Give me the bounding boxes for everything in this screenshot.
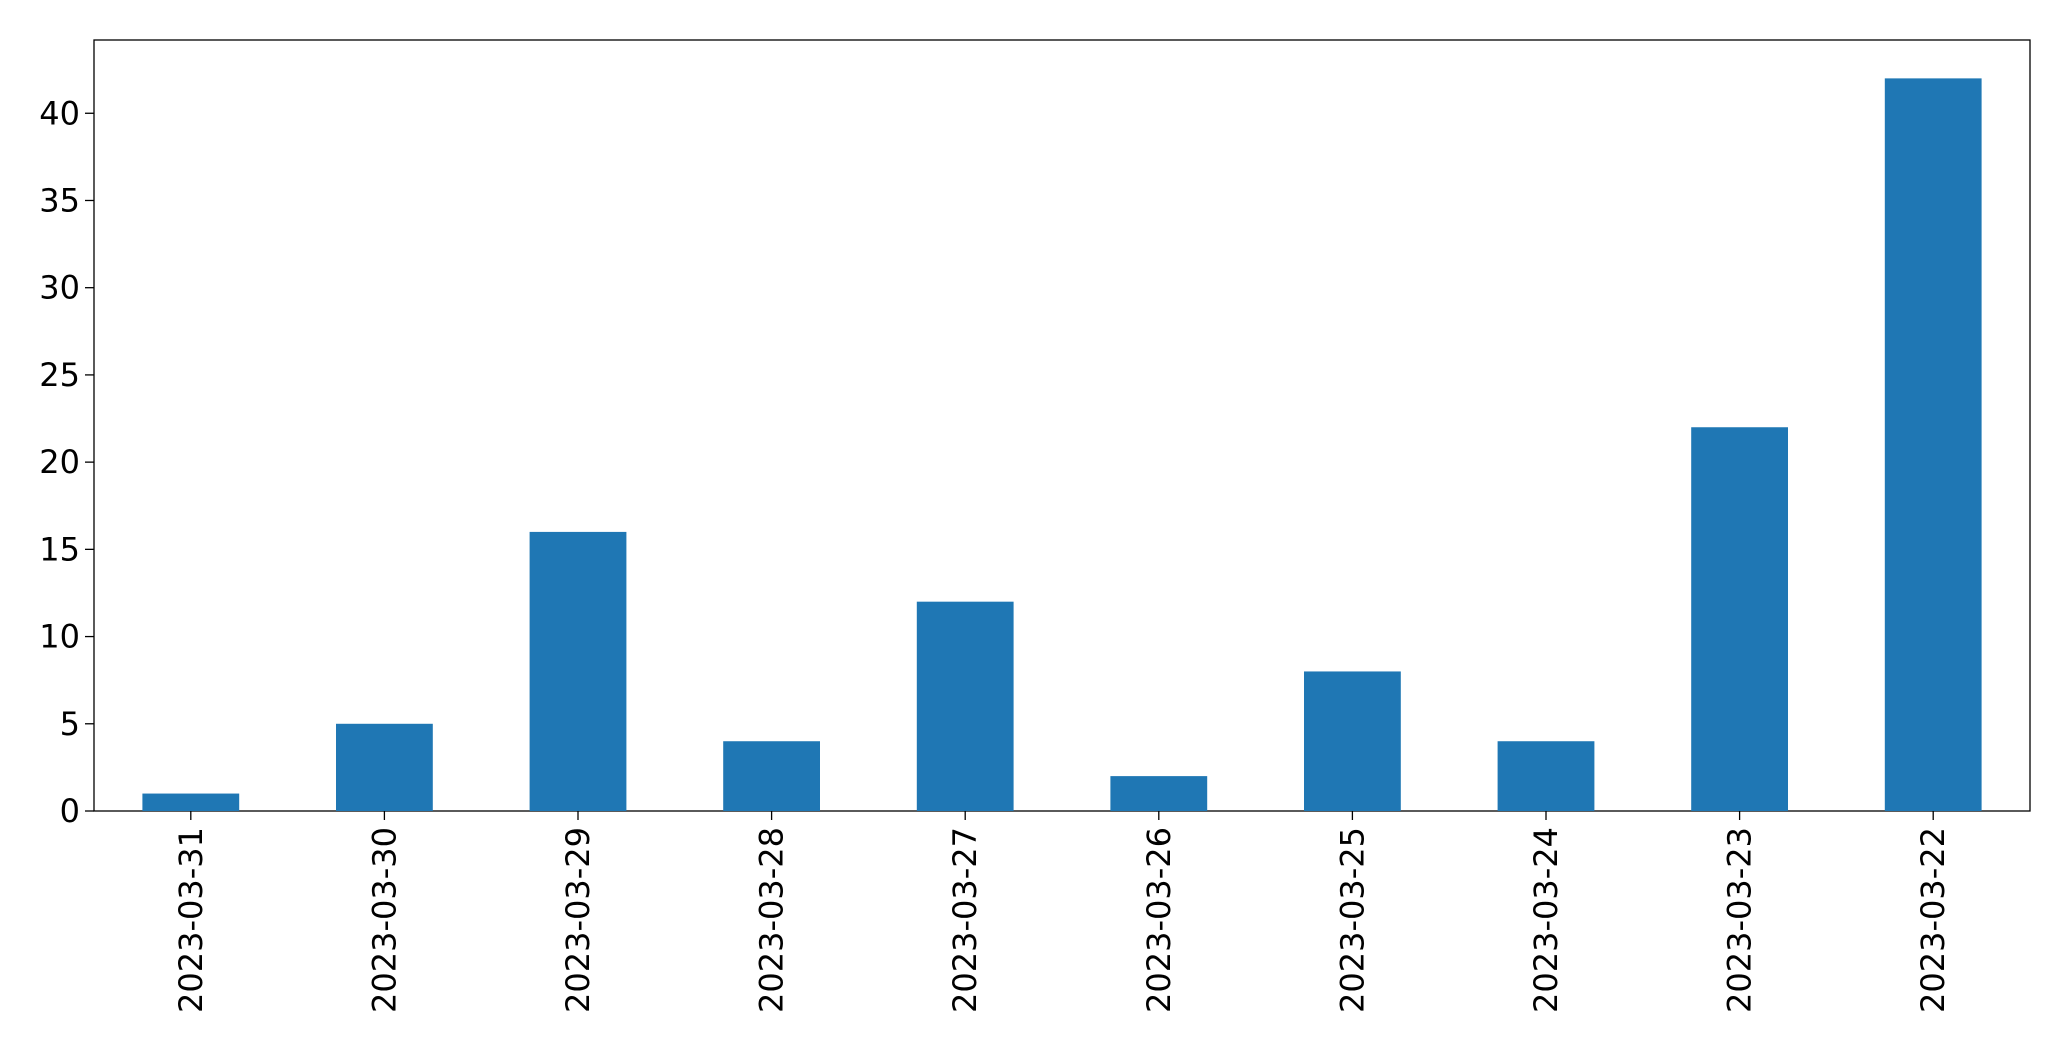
bar (336, 723, 433, 811)
y-tick-label: 30 (39, 269, 80, 307)
x-tick-label: 2023-03-30 (365, 827, 403, 1013)
x-tick-label: 2023-03-24 (1527, 827, 1565, 1013)
bar (916, 601, 1014, 811)
x-tick-label: 2023-03-25 (1333, 827, 1371, 1013)
x-tick-label: 2023-03-31 (172, 827, 210, 1013)
bar (1691, 427, 1788, 811)
x-tick-label: 2023-03-23 (1721, 827, 1759, 1013)
y-tick-label: 5 (60, 705, 80, 743)
y-tick-label: 20 (39, 443, 80, 481)
y-tick-label: 10 (39, 618, 80, 656)
y-tick-label: 15 (39, 530, 80, 568)
x-tick-label: 2023-03-28 (753, 827, 791, 1013)
y-tick-label: 0 (60, 792, 80, 830)
bar (529, 531, 627, 811)
x-tick-label: 2023-03-27 (946, 827, 984, 1013)
plot-frame (93, 39, 2031, 812)
x-tick-label: 2023-03-29 (559, 827, 597, 1013)
bar (1110, 776, 1208, 811)
bar (142, 793, 240, 811)
bar (1884, 78, 1982, 812)
bar (1497, 741, 1595, 811)
x-tick-label: 2023-03-22 (1914, 827, 1952, 1013)
bar (1304, 671, 1401, 811)
y-tick-label: 35 (39, 181, 80, 219)
y-tick-label: 40 (39, 94, 80, 132)
bar (723, 741, 820, 811)
y-tick-label: 25 (39, 356, 80, 394)
x-tick-label: 2023-03-26 (1140, 827, 1178, 1013)
